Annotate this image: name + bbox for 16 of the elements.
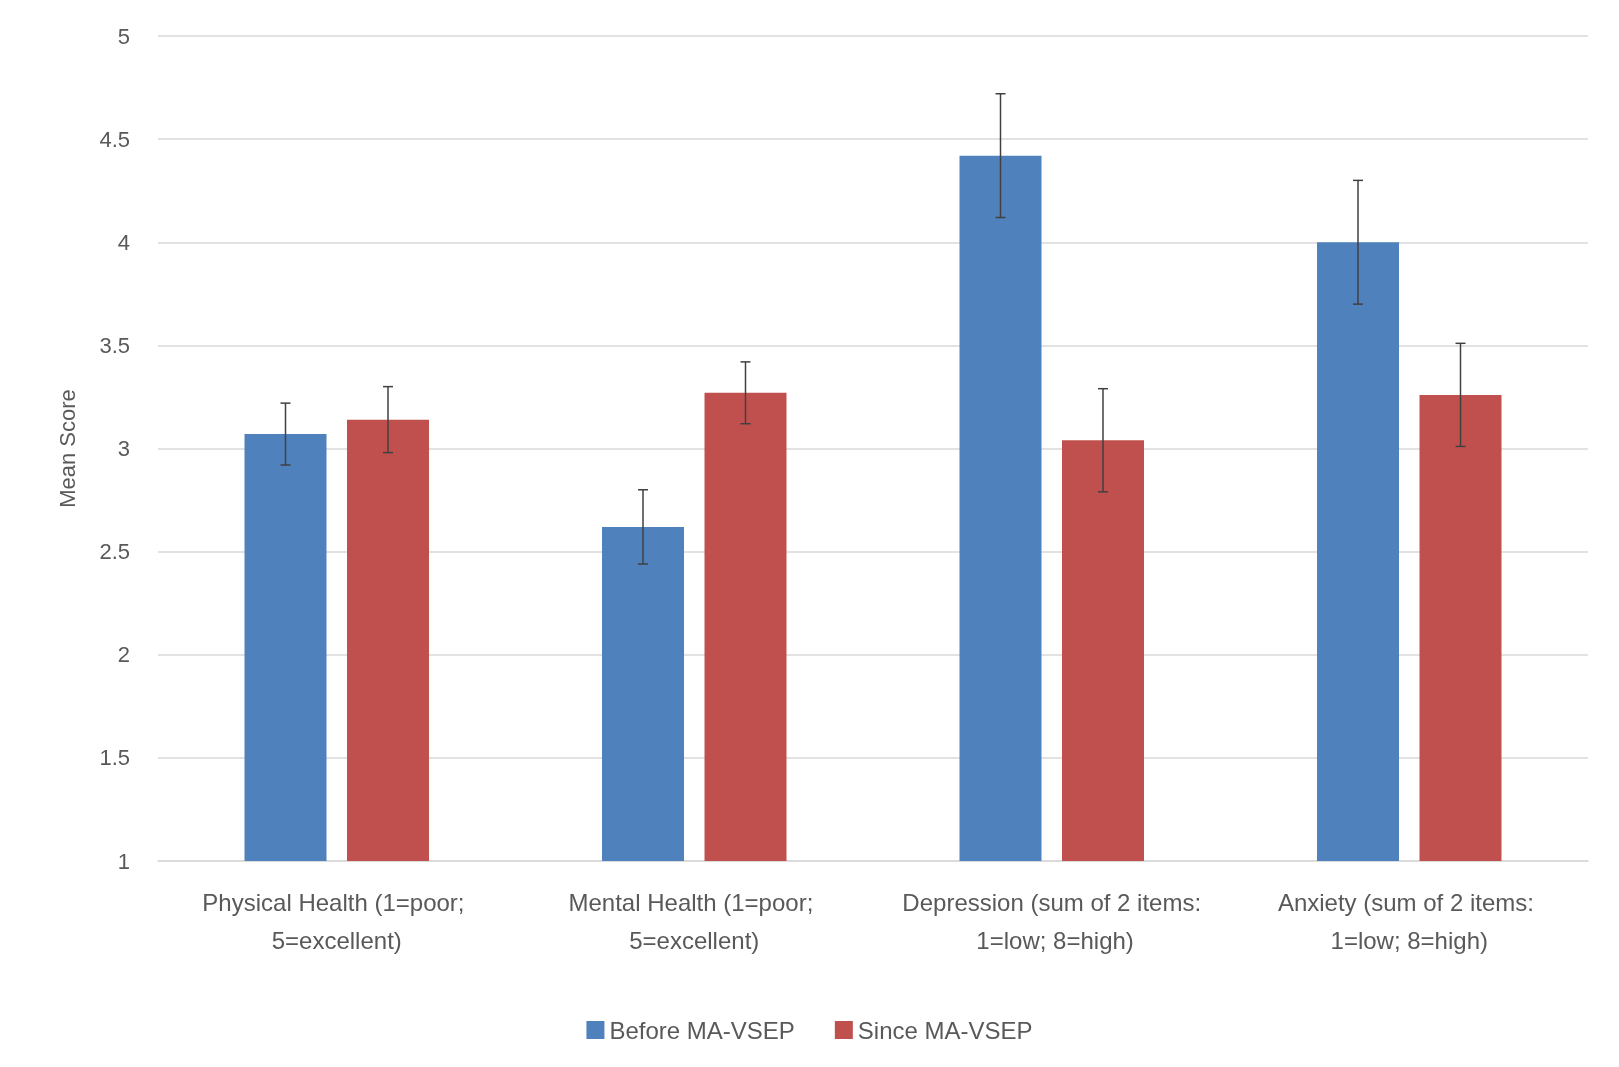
x-tick-label: Physical Health (1=poor; 5=excellent) [202,888,472,954]
y-tick-label: 5 [117,23,130,49]
y-tick-label: 2 [117,642,130,668]
y-tick-label: 4.5 [99,126,130,152]
y-tick-label: 3 [117,436,130,461]
x-tick-label: Mental Health (1=poor; 5=excellent) [568,888,820,954]
y-tick-label: 4 [117,229,130,255]
y-tick-label: 1 [117,848,130,874]
y-axis-title: Mean Score [54,389,80,508]
x-tick-label: Depression (sum of 2 items: 1=low; 8=high) [902,888,1202,954]
y-tick-label: 1.5 [99,745,130,771]
legend-label: Before MA-VSEP [609,1016,795,1044]
y-tick-label: 2.5 [99,539,130,565]
x-tick-label: Anxiety (sum of 2 items: 1=low; 8=high) [1277,888,1541,954]
y-tick-label: 3.5 [99,332,130,358]
legend-label: Since MA-VSEP [857,1016,1033,1044]
